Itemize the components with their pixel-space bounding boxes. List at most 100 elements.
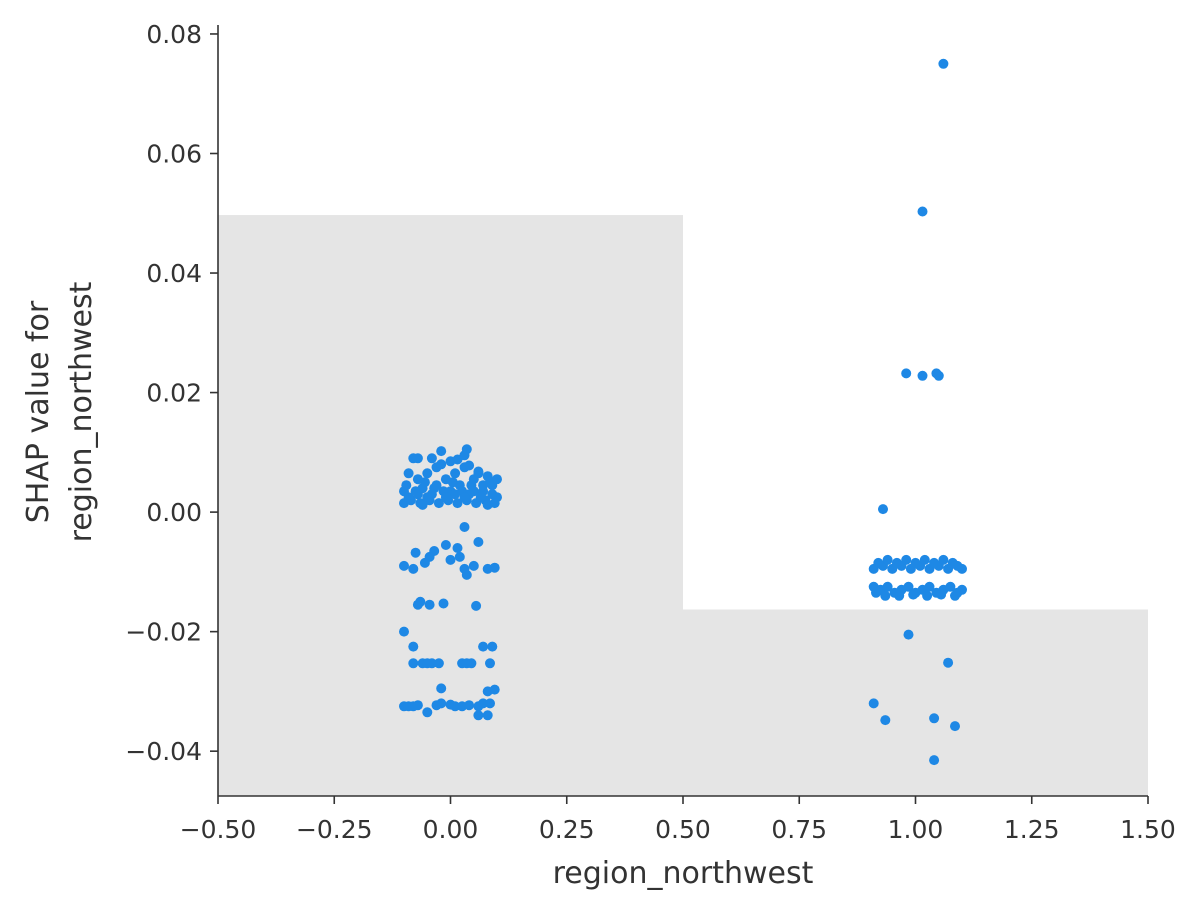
data-point <box>903 629 914 640</box>
data-point <box>922 590 933 601</box>
y-tick-label: −0.04 <box>125 737 202 766</box>
data-point <box>482 499 493 510</box>
data-point <box>917 370 928 381</box>
y-tick-label: −0.02 <box>125 618 202 647</box>
data-point <box>412 453 423 464</box>
data-point <box>473 466 484 477</box>
data-point <box>452 543 463 553</box>
data-point <box>880 715 891 726</box>
data-point <box>910 557 921 568</box>
data-point <box>950 721 960 732</box>
data-point <box>485 698 495 709</box>
data-point <box>412 489 423 500</box>
data-point <box>399 560 409 571</box>
data-point <box>417 499 428 510</box>
data-point <box>957 584 967 595</box>
data-point <box>464 700 475 711</box>
data-point <box>399 626 409 637</box>
data-point <box>487 489 498 500</box>
data-point <box>450 489 461 500</box>
background-histogram <box>218 215 1148 796</box>
data-point <box>473 537 484 547</box>
x-tick-label: 0.75 <box>771 815 827 844</box>
data-point <box>919 554 930 565</box>
data-point <box>436 459 447 470</box>
histogram-bar-1 <box>683 609 1148 796</box>
data-point <box>454 551 465 562</box>
data-point <box>868 698 879 709</box>
data-point <box>440 540 451 550</box>
data-point <box>408 563 419 574</box>
data-point <box>487 641 498 652</box>
data-point <box>419 557 430 568</box>
histogram-bar-0 <box>218 215 683 796</box>
data-point <box>422 707 433 718</box>
data-point <box>489 562 500 573</box>
data-point <box>936 589 947 600</box>
data-point <box>929 755 940 766</box>
data-point <box>882 581 893 592</box>
x-tick-label: 1.00 <box>888 815 944 844</box>
data-point <box>461 569 472 580</box>
data-point <box>436 446 447 457</box>
data-point <box>450 701 461 712</box>
y-axis-label-line-2: region_northwest <box>64 281 99 542</box>
data-point <box>436 698 447 709</box>
data-point <box>408 641 419 652</box>
data-point <box>894 590 905 601</box>
data-point <box>475 492 486 503</box>
data-point <box>466 658 477 669</box>
data-point <box>419 477 430 488</box>
data-point <box>468 560 479 571</box>
data-point <box>929 713 940 724</box>
data-point <box>945 581 956 592</box>
data-point <box>933 370 944 381</box>
data-point <box>873 557 884 568</box>
y-tick-label: 0.00 <box>146 498 202 527</box>
data-point <box>943 657 954 668</box>
data-point <box>903 581 914 592</box>
data-point <box>482 710 493 721</box>
x-tick-label: 0.25 <box>539 815 595 844</box>
data-point <box>445 554 456 565</box>
data-point <box>882 554 893 565</box>
data-point <box>440 492 451 503</box>
data-point <box>422 468 433 479</box>
data-point <box>901 368 912 379</box>
data-point <box>929 557 940 568</box>
scatter-points <box>399 58 967 766</box>
data-point <box>917 206 928 217</box>
y-axis-ticks: −0.04 −0.02 0.00 0.02 0.04 0.06 0.08 <box>125 20 218 766</box>
data-point <box>938 554 949 565</box>
y-tick-label: 0.04 <box>146 259 202 288</box>
data-point <box>433 498 444 509</box>
data-point <box>412 700 423 711</box>
data-point <box>478 641 489 652</box>
data-point <box>459 522 470 532</box>
x-tick-label: −0.25 <box>296 815 373 844</box>
data-point <box>878 504 888 515</box>
x-tick-label: 0.00 <box>423 815 479 844</box>
data-point <box>452 498 463 509</box>
data-point <box>450 468 461 479</box>
data-point <box>891 557 902 568</box>
x-tick-label: 0.50 <box>655 815 711 844</box>
data-point <box>471 600 482 611</box>
data-point <box>924 581 935 592</box>
data-point <box>410 547 421 558</box>
y-tick-label: 0.08 <box>146 20 202 49</box>
x-tick-label: −0.50 <box>180 815 257 844</box>
data-point <box>957 563 967 574</box>
x-axis-ticks: −0.50 −0.25 0.00 0.25 0.50 0.75 1.00 1.25 1.50 <box>180 796 1176 844</box>
data-point <box>436 683 447 694</box>
data-point <box>424 599 435 610</box>
y-tick-label: 0.02 <box>146 379 202 408</box>
data-point <box>950 590 960 601</box>
data-point <box>403 468 414 479</box>
y-tick-label: 0.06 <box>146 140 202 169</box>
data-point <box>408 658 419 669</box>
data-point <box>438 598 449 609</box>
data-point <box>947 557 958 568</box>
data-point <box>485 658 495 669</box>
